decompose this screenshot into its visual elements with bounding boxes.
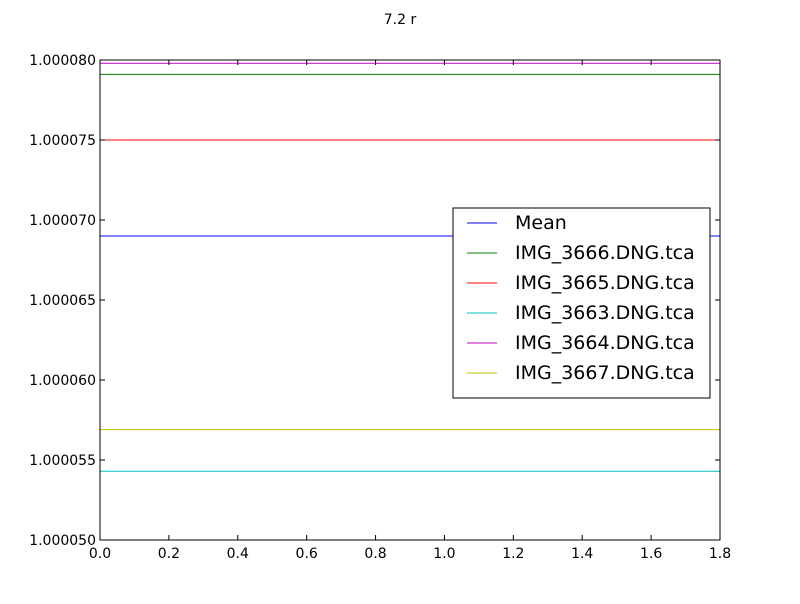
chart-title: 7.2 r xyxy=(384,12,417,28)
legend-label: IMG_3666.DNG.tca xyxy=(515,242,695,264)
x-tick-label: 0.6 xyxy=(296,546,318,562)
x-tick-label: 0.4 xyxy=(227,546,249,562)
legend-label: IMG_3663.DNG.tca xyxy=(515,302,695,324)
x-tick-label: 0.0 xyxy=(89,546,111,562)
legend-label: Mean xyxy=(515,212,567,234)
x-tick-label: 1.4 xyxy=(571,546,593,562)
x-tick-label: 1.8 xyxy=(709,546,731,562)
y-tick-label: 1.000075 xyxy=(29,133,96,149)
y-tick-label: 1.000065 xyxy=(29,293,96,309)
y-axis: 1.000050 1.000055 1.000060 1.000065 1.000070… xyxy=(29,53,720,549)
x-tick-label: 1.0 xyxy=(433,546,455,562)
legend-label: IMG_3667.DNG.tca xyxy=(515,362,695,384)
legend-label: IMG_3664.DNG.tca xyxy=(515,332,695,354)
legend-box xyxy=(452,207,711,399)
x-tick-label: 0.8 xyxy=(364,546,386,562)
x-axis: 0.0 0.2 0.4 0.6 0.8 1.0 1.2 1.4 1.6 1.8 xyxy=(89,60,731,562)
x-tick-label: 1.2 xyxy=(502,546,524,562)
legend: Mean IMG_3666.DNG.tca IMG_3665.DNG.tca IMG_… xyxy=(452,207,711,399)
legend-label: IMG_3665.DNG.tca xyxy=(515,272,695,294)
y-tick-label: 1.000070 xyxy=(29,213,96,229)
y-tick-label: 1.000055 xyxy=(29,453,96,469)
y-tick-label: 1.000050 xyxy=(29,533,96,549)
y-tick-label: 1.000080 xyxy=(29,53,96,69)
x-tick-label: 1.6 xyxy=(640,546,662,562)
x-tick-label: 0.2 xyxy=(158,546,180,562)
y-tick-label: 1.000060 xyxy=(29,373,96,389)
